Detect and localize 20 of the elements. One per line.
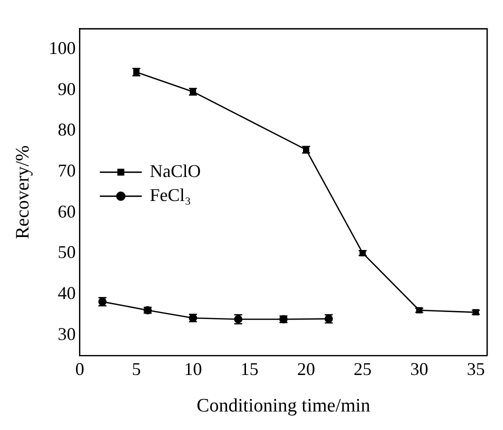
x-tick-label: 0 [75, 359, 84, 380]
x-tick-label: 20 [297, 359, 316, 380]
x-tick-label: 15 [240, 359, 259, 380]
x-tick-label: 35 [466, 359, 485, 380]
legend-label: NaClO [150, 160, 201, 181]
y-tick-label: 40 [58, 283, 76, 304]
y-tick-label: 60 [58, 201, 76, 222]
legend-label: FeCl₃ [150, 184, 192, 205]
x-tick-label: 30 [410, 359, 428, 380]
x-tick-label: 10 [184, 359, 202, 380]
x-tick-label: 25 [354, 359, 372, 380]
x-tick-label: 5 [132, 359, 141, 380]
x-axis-title: Conditioning time/min [196, 396, 371, 417]
y-tick-label: 50 [58, 242, 76, 262]
y-tick-label: 80 [58, 120, 76, 140]
y-tick-label: 90 [58, 78, 76, 99]
y-tick-label: 30 [58, 324, 76, 344]
y-tick-label: 100 [48, 38, 76, 58]
y-axis-title: Recovery/% [12, 145, 34, 240]
y-tick-label: 70 [58, 160, 76, 181]
